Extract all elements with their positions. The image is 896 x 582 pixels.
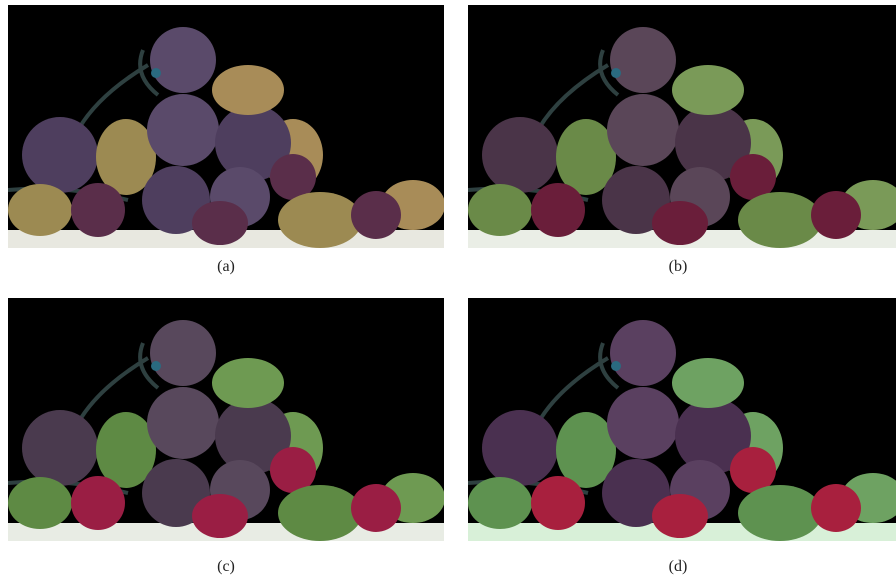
panel-image bbox=[8, 5, 444, 248]
panel-image bbox=[8, 298, 444, 541]
figure: (a) (b) (c) (d) bbox=[0, 0, 896, 582]
panel-label: (c) bbox=[8, 558, 444, 576]
panel-image bbox=[468, 298, 896, 541]
panel-label: (d) bbox=[460, 558, 896, 576]
panel-label: (b) bbox=[460, 258, 896, 276]
panel-image bbox=[468, 5, 896, 248]
panel-label: (a) bbox=[8, 258, 444, 276]
